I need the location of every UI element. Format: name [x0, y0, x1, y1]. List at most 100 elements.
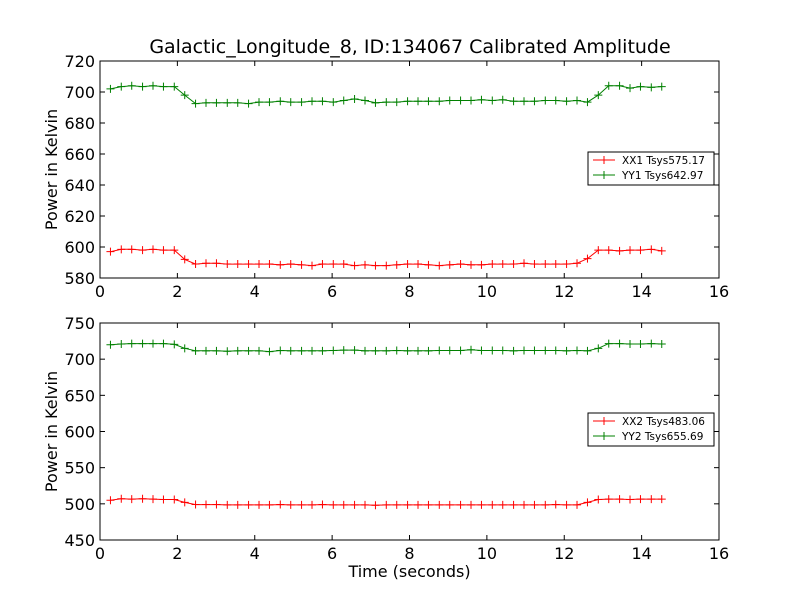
data-point	[435, 261, 444, 270]
y-tick-label: 640	[64, 176, 95, 195]
data-point	[403, 260, 412, 269]
data-point	[350, 346, 359, 355]
data-point	[626, 246, 635, 255]
data-point	[424, 346, 433, 355]
data-point	[117, 339, 126, 348]
data-point	[265, 98, 274, 107]
data-point	[308, 97, 317, 106]
data-point	[467, 500, 476, 509]
data-point	[339, 500, 348, 509]
data-point	[212, 346, 221, 355]
data-point	[233, 346, 242, 355]
data-point	[615, 339, 624, 348]
data-point	[361, 346, 370, 355]
data-point	[297, 98, 306, 107]
data-point	[488, 96, 497, 105]
data-point	[159, 82, 168, 91]
data-point	[106, 247, 115, 256]
data-point	[583, 254, 592, 263]
y-tick-label: 600	[64, 238, 95, 257]
data-point	[477, 346, 486, 355]
data-point	[435, 500, 444, 509]
data-point	[149, 339, 158, 348]
data-point	[255, 346, 264, 355]
data-point	[159, 339, 168, 348]
x-tick-label: 16	[709, 282, 729, 301]
data-point	[615, 495, 624, 504]
legend: XX1 Tsys575.17 YY1 Tsys642.97	[587, 151, 715, 186]
data-point	[127, 81, 136, 90]
data-point	[149, 245, 158, 254]
data-point	[424, 97, 433, 106]
data-point	[530, 97, 539, 106]
data-point	[467, 345, 476, 354]
data-point	[509, 346, 518, 355]
data-point	[445, 500, 454, 509]
data-point	[318, 346, 327, 355]
data-point	[149, 81, 158, 90]
data-point	[573, 259, 582, 268]
data-point	[456, 96, 465, 105]
data-point	[371, 346, 380, 355]
data-point	[382, 500, 391, 509]
data-point	[286, 260, 295, 269]
legend-label: YY1 Tsys642.97	[621, 170, 703, 182]
data-point	[308, 261, 317, 270]
data-point	[477, 260, 486, 269]
data-point	[498, 346, 507, 355]
y-axis-label: Power in Kelvin	[42, 371, 61, 492]
data-point	[276, 97, 285, 106]
data-point	[551, 260, 560, 269]
data-point	[445, 96, 454, 105]
data-point	[127, 339, 136, 348]
data-point	[138, 246, 147, 255]
x-tick-label: 6	[327, 282, 337, 301]
data-point	[202, 346, 211, 355]
data-point	[244, 500, 253, 509]
data-point	[456, 346, 465, 355]
x-tick-label: 10	[477, 282, 497, 301]
chart-title: Galactic_Longitude_8, ID:134067 Calibrat…	[149, 36, 670, 58]
data-point	[202, 259, 211, 268]
data-point	[657, 82, 666, 91]
data-point	[562, 97, 571, 106]
data-point	[276, 500, 285, 509]
data-point	[212, 500, 221, 509]
data-point	[371, 261, 380, 270]
x-tick-label: 6	[327, 544, 337, 563]
data-point	[530, 346, 539, 355]
data-point	[435, 97, 444, 106]
y-tick-label: 750	[64, 314, 95, 333]
x-tick-label: 2	[172, 544, 182, 563]
data-point	[244, 260, 253, 269]
data-point	[265, 500, 274, 509]
data-point	[244, 346, 253, 355]
data-point	[477, 500, 486, 509]
data-point	[626, 495, 635, 504]
data-point	[117, 82, 126, 91]
legend-marker	[600, 432, 608, 440]
data-point	[424, 500, 433, 509]
data-point	[551, 96, 560, 105]
data-point	[202, 500, 211, 509]
y-tick-label: 700	[64, 83, 95, 102]
data-point	[573, 346, 582, 355]
data-point	[138, 339, 147, 348]
x-tick-label: 0	[95, 544, 105, 563]
data-point	[520, 97, 529, 106]
x-tick-label: 12	[554, 282, 574, 301]
data-point	[202, 98, 211, 107]
data-point	[509, 97, 518, 106]
data-point	[223, 260, 232, 269]
top-plot: 0 2 4 6 8 10 12 14 16 580 600 620 640 660 680 700 720 Pow…	[42, 52, 729, 301]
data-point	[594, 344, 603, 353]
data-point	[414, 346, 423, 355]
data-point	[562, 260, 571, 269]
data-point	[392, 500, 401, 509]
data-point	[392, 346, 401, 355]
data-point	[435, 346, 444, 355]
legend-label: YY2 Tsys655.69	[621, 431, 703, 443]
data-point	[350, 261, 359, 270]
x-tick-label: 10	[477, 544, 497, 563]
